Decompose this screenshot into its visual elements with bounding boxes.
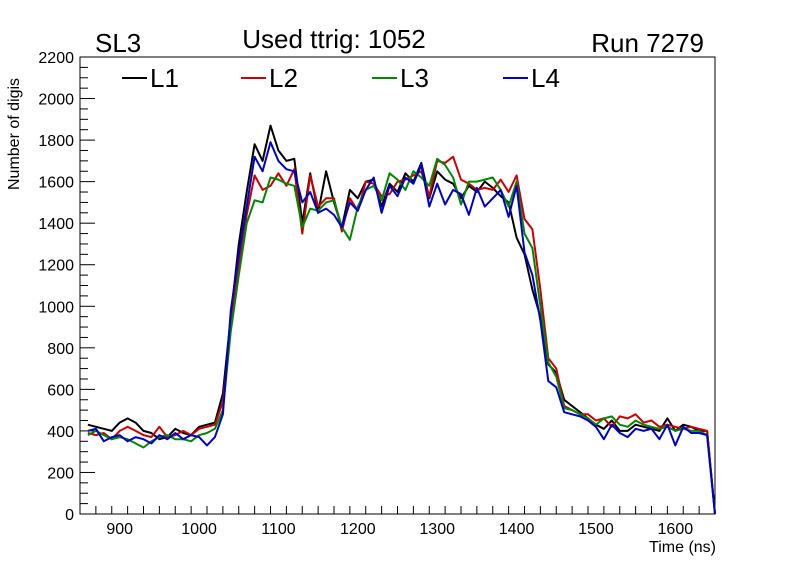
superlayer-label: SL3 <box>95 28 141 58</box>
y-tick-label: 1000 <box>38 299 74 316</box>
legend: L1 L2 L3 L4 <box>122 63 560 93</box>
y-tick-label: 1600 <box>38 175 74 192</box>
y-tick-label: 1800 <box>38 133 74 150</box>
axes: 0 200 400 600 800 1000 1200 1400 1600 1800 2000 220… <box>38 50 716 538</box>
series-line-l4 <box>87 141 716 515</box>
x-tick-label: 1000 <box>181 521 217 538</box>
y-tick-label: 2200 <box>38 50 74 67</box>
x-tick-label: 900 <box>106 521 133 538</box>
y-tick-label: 400 <box>47 424 74 441</box>
run-label: Run 7279 <box>591 28 704 58</box>
y-tick-label: 800 <box>47 341 74 358</box>
y-tick-label: 0 <box>65 507 74 524</box>
legend-label-l2: L2 <box>269 63 298 93</box>
y-tick-label: 1200 <box>38 258 74 275</box>
x-tick-label: 1200 <box>340 521 376 538</box>
y-axis-label: Number of digis <box>6 78 23 190</box>
legend-label-l4: L4 <box>531 63 560 93</box>
ttrig-label: Used ttrig: 1052 <box>242 24 426 54</box>
x-tick-label: 1400 <box>499 521 535 538</box>
plot-frame <box>79 56 716 515</box>
y-tick-label: 200 <box>47 465 74 482</box>
y-tick-label: 2000 <box>38 92 74 109</box>
x-tick-label: 1300 <box>419 521 455 538</box>
legend-label-l3: L3 <box>400 63 429 93</box>
legend-label-l1: L1 <box>150 63 179 93</box>
x-axis-label: Time (ns) <box>649 539 716 556</box>
y-tick-label: 600 <box>47 382 74 399</box>
x-tick-label: 1500 <box>578 521 614 538</box>
series-lines <box>87 124 716 515</box>
y-tick-label: 1400 <box>38 216 74 233</box>
x-tick-label: 1600 <box>658 521 694 538</box>
x-tick-label: 1100 <box>261 521 296 538</box>
